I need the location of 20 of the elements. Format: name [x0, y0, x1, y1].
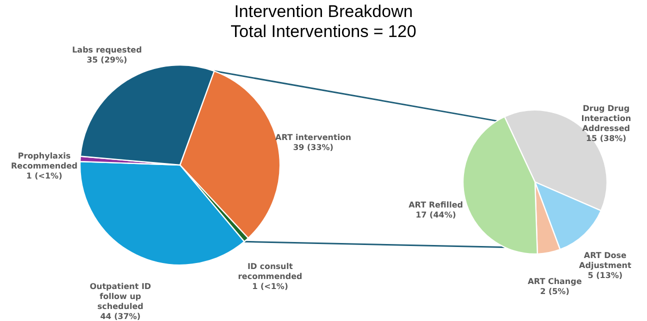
- data-label: 1 (<1%): [26, 172, 62, 181]
- slice-label: ART Dose Adjustment: [579, 251, 632, 270]
- chart-subtitle: Total Interventions = 120: [230, 22, 418, 42]
- data-label: 15 (38%): [586, 134, 626, 143]
- data-label: 5 (13%): [588, 271, 623, 280]
- data-label: 17 (44%): [416, 210, 456, 220]
- slice-label: Labs requested: [72, 45, 142, 54]
- slice-label: ART Change: [528, 277, 582, 286]
- data-label: 2 (5%): [540, 287, 570, 296]
- data-label: 1 (<1%): [252, 282, 288, 291]
- slice-label: Outpatient ID follow up scheduled: [90, 282, 152, 312]
- data-label: 39 (33%): [293, 142, 334, 152]
- data-label: 44 (37%): [100, 312, 141, 321]
- slice-label: ID consult recommended: [238, 262, 303, 281]
- data-label: 35 (29%): [86, 55, 128, 64]
- slice-label: Prophylaxis Recommended: [11, 152, 78, 171]
- chart-title: Intervention Breakdown: [233, 2, 414, 22]
- slice-label: ART intervention: [275, 132, 352, 142]
- slice-label: Drug Drug Interaction Addressed: [581, 104, 632, 133]
- slice-label: ART Refilled: [408, 200, 464, 210]
